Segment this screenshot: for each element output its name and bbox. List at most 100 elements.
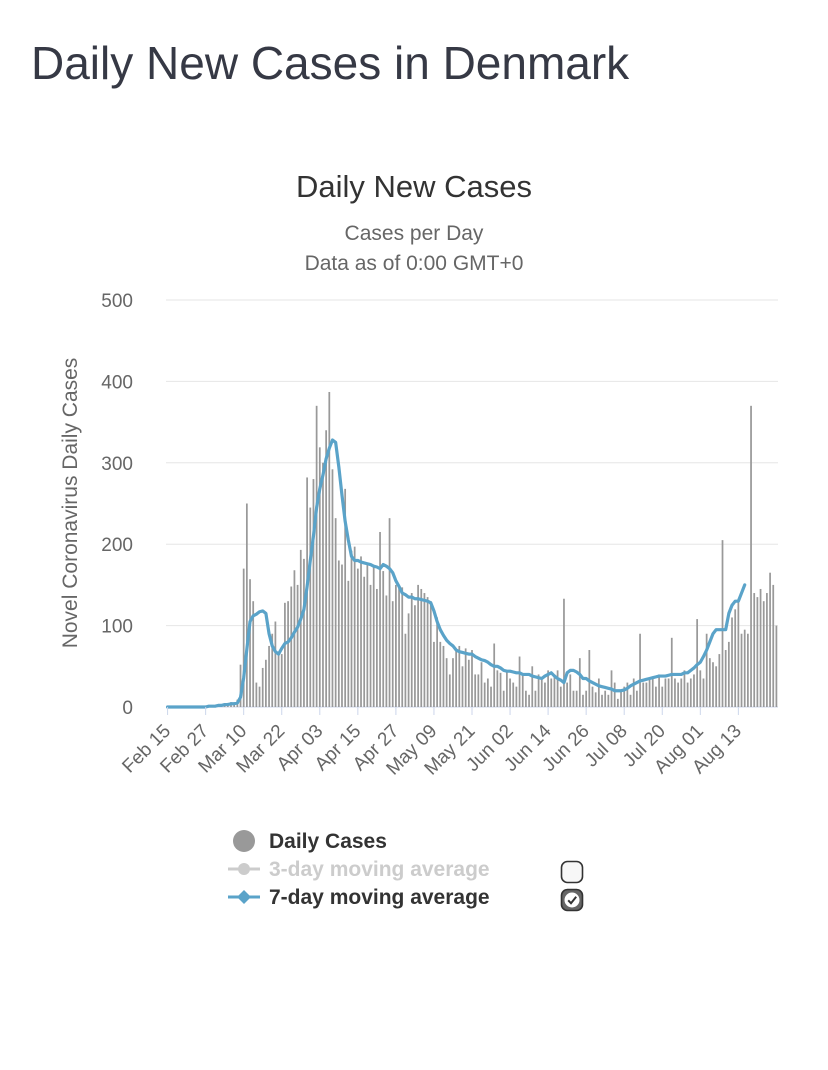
bar[interactable] [363, 576, 366, 707]
bar[interactable] [597, 678, 600, 707]
bar[interactable] [718, 654, 721, 707]
bar[interactable] [648, 678, 651, 707]
bar[interactable] [575, 690, 578, 707]
bar[interactable] [629, 694, 632, 707]
bar[interactable] [455, 650, 458, 707]
bar[interactable] [433, 641, 435, 707]
bar[interactable] [379, 531, 381, 707]
bar[interactable] [325, 430, 328, 707]
bar[interactable] [766, 593, 768, 707]
bar[interactable] [255, 682, 258, 707]
bar[interactable] [509, 678, 511, 707]
bar[interactable] [674, 678, 676, 707]
legend-item-daily-cases[interactable]: Daily Cases [224, 828, 604, 856]
bar[interactable] [398, 584, 400, 707]
bar[interactable] [578, 658, 581, 707]
bar[interactable] [391, 601, 394, 707]
bar[interactable] [287, 601, 289, 707]
bar[interactable] [274, 621, 277, 707]
bar[interactable] [328, 391, 331, 707]
bar[interactable] [429, 601, 432, 707]
bar[interactable] [261, 667, 264, 707]
bar[interactable] [423, 593, 426, 707]
bar[interactable] [483, 682, 486, 707]
bar[interactable] [382, 571, 385, 707]
bar[interactable] [531, 666, 534, 707]
bar[interactable] [699, 670, 702, 707]
bar[interactable] [401, 587, 404, 707]
bar[interactable] [353, 546, 356, 707]
bar[interactable] [547, 670, 549, 707]
bar[interactable] [452, 658, 454, 707]
bar[interactable] [680, 678, 683, 707]
bar[interactable] [734, 609, 737, 707]
bar[interactable] [727, 641, 730, 707]
bar[interactable] [667, 678, 670, 707]
bar[interactable] [334, 518, 337, 707]
bar[interactable] [506, 670, 508, 707]
bar[interactable] [293, 570, 296, 707]
bar[interactable] [553, 674, 556, 707]
bar[interactable] [563, 598, 565, 707]
bar[interactable] [442, 645, 445, 707]
bar[interactable] [689, 678, 692, 707]
bar[interactable] [550, 678, 553, 707]
bar[interactable] [366, 562, 369, 707]
bar[interactable] [769, 572, 771, 707]
legend-item-7day-average[interactable]: 7-day moving average [224, 884, 604, 912]
bar[interactable] [724, 650, 727, 707]
bar[interactable] [743, 629, 746, 707]
bar[interactable] [582, 694, 584, 707]
bar[interactable] [639, 633, 641, 707]
bar[interactable] [252, 601, 255, 707]
bar[interactable] [588, 650, 591, 707]
bar[interactable] [277, 654, 280, 707]
bar[interactable] [528, 694, 530, 707]
bar[interactable] [585, 690, 588, 707]
bar[interactable] [708, 658, 711, 707]
bar[interactable] [661, 686, 664, 707]
bar[interactable] [356, 568, 359, 707]
bar[interactable] [721, 540, 724, 707]
bar[interactable] [426, 597, 429, 707]
bar[interactable] [242, 568, 245, 707]
bar[interactable] [477, 674, 480, 707]
bar[interactable] [601, 694, 603, 707]
bar[interactable] [388, 518, 391, 707]
bar[interactable] [445, 658, 448, 707]
bar[interactable] [385, 595, 388, 707]
bar[interactable] [296, 584, 299, 707]
bar[interactable] [404, 633, 407, 707]
seven-day-average-line[interactable] [165, 438, 747, 709]
bar[interactable] [750, 405, 752, 707]
bar[interactable] [772, 584, 775, 707]
bar[interactable] [759, 588, 762, 707]
bar[interactable] [670, 637, 673, 707]
bar[interactable] [464, 648, 467, 707]
bar[interactable] [642, 682, 645, 707]
checkbox-checked-icon[interactable] [560, 888, 584, 912]
bar[interactable] [613, 682, 616, 707]
bar[interactable] [331, 469, 334, 707]
bar[interactable] [502, 690, 505, 707]
bar[interactable] [515, 686, 518, 707]
bar[interactable] [309, 507, 312, 707]
bar[interactable] [410, 593, 413, 707]
bar[interactable] [540, 678, 543, 707]
bar[interactable] [265, 659, 267, 707]
bar[interactable] [239, 664, 242, 707]
bar[interactable] [490, 686, 492, 707]
bar[interactable] [512, 682, 515, 707]
bar[interactable] [280, 654, 283, 707]
bar[interactable] [636, 690, 638, 707]
bar[interactable] [461, 666, 464, 707]
bar[interactable] [607, 694, 610, 707]
bar[interactable] [350, 550, 353, 707]
bar[interactable] [556, 670, 559, 707]
bar[interactable] [480, 662, 483, 707]
bar[interactable] [677, 682, 679, 707]
bar[interactable] [544, 682, 546, 707]
bar[interactable] [702, 678, 705, 707]
bar[interactable] [268, 645, 270, 707]
bar[interactable] [559, 686, 562, 707]
